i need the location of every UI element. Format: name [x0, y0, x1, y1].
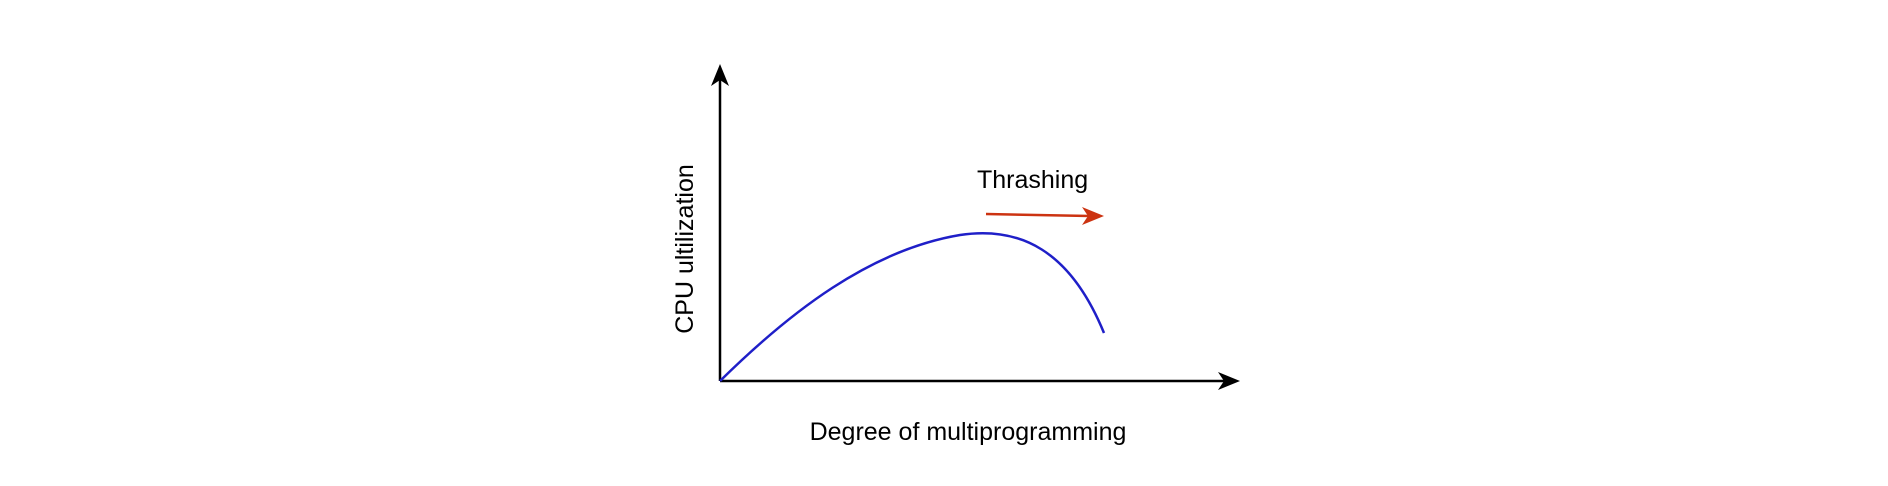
cpu-utilization-curve	[719, 231, 1106, 382]
y-axis-label: CPU ultilization	[671, 164, 699, 334]
thrashing-arrow	[985, 212, 1091, 218]
x-axis-arrowhead	[1218, 372, 1240, 390]
x-axis-label: Degree of multiprogramming	[810, 418, 1127, 446]
y-axis-arrowhead	[711, 64, 729, 86]
annotation-thrashing: Thrashing	[977, 166, 1088, 194]
thrashing-arrowhead	[1082, 207, 1104, 225]
